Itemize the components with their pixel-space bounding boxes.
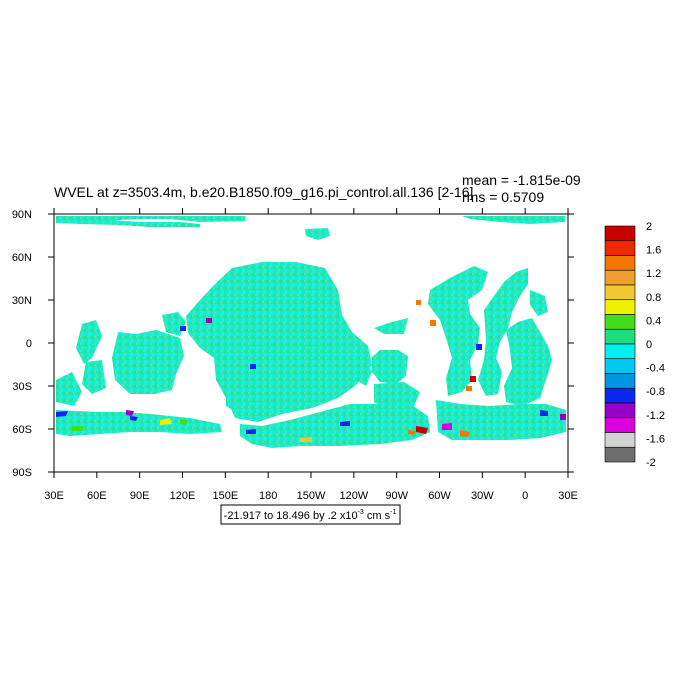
colorbar-label: 2 (646, 221, 652, 233)
colorbar-swatch (604, 358, 636, 374)
x-tick-label: 90W (385, 490, 408, 502)
mean-stat: mean = -1.815e-09 (462, 172, 581, 188)
x-tick-label: 120W (339, 490, 368, 502)
y-tick-label: 30N (12, 295, 32, 307)
colorbar-swatch (604, 269, 636, 286)
x-tick-label: 60E (87, 490, 107, 502)
range-prefix: -21.917 to 18.496 by .2 x10 (224, 510, 358, 522)
colorbar-swatch (604, 417, 636, 433)
x-tick-label: 30E (558, 490, 578, 502)
y-tick-label: 0 (26, 338, 32, 350)
y-tick-label: 90N (12, 209, 32, 221)
x-tick-label: 60W (428, 490, 451, 502)
colorbar-swatch (604, 446, 636, 463)
colorbar-swatch (604, 299, 636, 315)
x-tick-label: 180 (259, 490, 277, 502)
range-units-exponent: -1 (390, 509, 396, 516)
colorbar-swatch (604, 373, 636, 389)
x-tick-label: 150W (297, 490, 326, 502)
range-exponent: -3 (358, 509, 364, 516)
range-label: -21.917 to 18.496 by .2 x10-3 cm s-1 (224, 509, 397, 522)
colorbar-label: -0.4 (646, 363, 665, 375)
y-tick-label: 60N (12, 252, 32, 264)
colorbar-label: -2 (646, 457, 656, 469)
range-label-box (220, 504, 401, 525)
colorbar-swatch (604, 343, 636, 360)
colorbar-label: 1.2 (646, 268, 661, 280)
colorbar-label: 0.4 (646, 315, 661, 327)
x-tick-label: 30W (471, 490, 494, 502)
y-tick-label: 60S (12, 424, 32, 436)
colorbar-swatch (604, 314, 636, 330)
colorbar-swatch (604, 240, 636, 256)
colorbar-swatch (604, 328, 636, 345)
colorbar-swatch (604, 402, 636, 419)
colorbar-label: -0.8 (646, 386, 665, 398)
colorbar-swatch (604, 284, 636, 301)
chart-title: WVEL at z=3503.4m, b.e20.B1850.f09_g16.p… (54, 184, 474, 200)
x-tick-label: 150E (212, 490, 238, 502)
colorbar-swatch (604, 387, 636, 404)
y-tick-label: 30S (12, 381, 32, 393)
map-axes: 30E 60E 90E 120E 150E 180 150W 120W 90W 60W 30W 0 30… (12, 208, 578, 502)
x-tick-label: 0 (522, 490, 528, 502)
colorbar-swatch (604, 432, 636, 448)
colorbar-label: 0 (646, 339, 652, 351)
colorbar-swatch (604, 225, 636, 242)
x-tick-label: 90E (130, 490, 150, 502)
range-units: cm s (364, 510, 391, 522)
colorbar-label: 0.8 (646, 292, 661, 304)
colorbar-label: 1.6 (646, 245, 661, 257)
colorbar: 2 1.6 1.2 0.8 0.4 0 -0.4 -0.8 -1.2 -1.6 -2 (604, 221, 665, 469)
rms-stat: rms = 0.5709 (462, 189, 545, 205)
colorbar-label: -1.2 (646, 410, 665, 422)
colorbar-label: -1.6 (646, 433, 665, 445)
y-tick-label: 90S (12, 467, 32, 479)
x-tick-label: 120E (170, 490, 196, 502)
wvel-field (56, 216, 566, 448)
x-tick-label: 30E (44, 490, 64, 502)
colorbar-swatch (604, 255, 636, 271)
